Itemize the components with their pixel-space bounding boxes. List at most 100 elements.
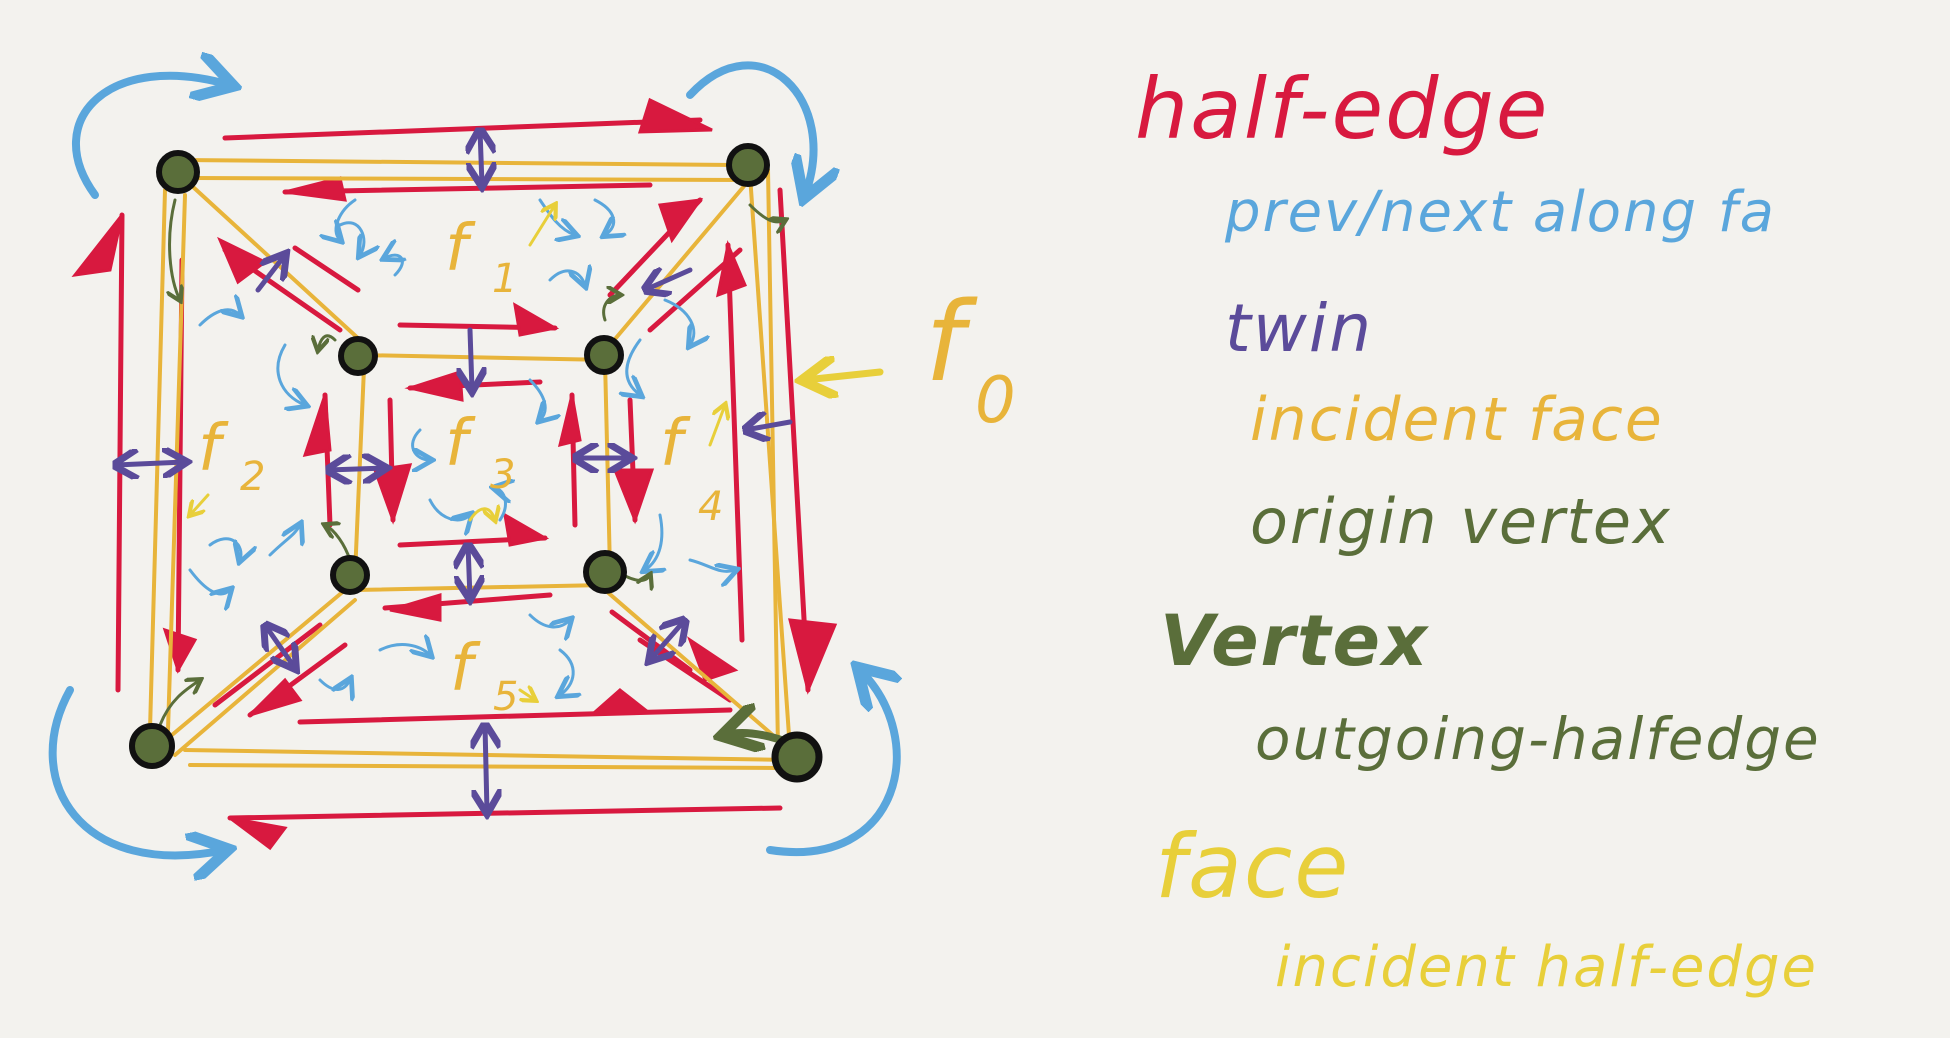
curved-arrow-icon [495,488,505,522]
half-edge-diag-br-1-head [686,636,739,682]
vertex-dot-icon [338,336,378,376]
vertex-dot-icon [330,555,370,595]
face-label-f4: f 4 [660,407,723,530]
half-edge-inner-bottom-1-head [502,512,550,547]
curved-arrow-icon [411,428,430,460]
half-edge-inner-bottom-2-head [389,592,442,622]
prev-next-arrows-outer [48,61,897,856]
half-edge-diag-tl-2 [292,245,361,293]
double-arrow-icon [650,620,685,660]
half-edge-right-outer-head [788,618,838,695]
legend-half-edge-title: half-edge [1135,60,1550,158]
curved-arrow-icon [766,670,897,856]
half-edge-right-inner-head [716,239,747,298]
svg-text:f: f [445,212,476,286]
curved-arrow-icon [378,645,430,655]
svg-text:2: 2 [240,454,265,500]
half-edge-left-outer [115,212,125,693]
curved-arrow-icon [688,558,735,571]
double-arrow-icon [255,255,285,293]
legend-face-title: face [1155,815,1351,918]
curved-arrow-icon [627,338,640,395]
curved-arrow-icon [188,568,230,594]
curved-arrow-icon [428,498,470,520]
legend-vertex-title: Vertex [1160,600,1430,682]
half-edge-diag-tr-1-head [657,198,704,244]
curved-arrow-icon [528,613,570,627]
half-edge-bottom-inner [297,707,733,725]
prev-next-arrows-inner [188,198,735,695]
half-edge-left-outer-head [71,214,124,278]
half-edge-inner-top-2-head [404,369,464,402]
curved-arrow-icon [208,537,241,560]
svg-text:f: f [925,278,978,406]
curved-arrow-icon [198,310,240,327]
half-edge-right-inner [725,242,745,643]
svg-text:f: f [450,632,481,706]
svg-text:f: f [660,407,691,481]
svg-text:f: f [445,407,476,481]
half-edge-inner-right-2-head [612,468,655,525]
half-edge-diag-tr-2 [647,247,743,333]
legend-incident-half-edge: incident half-edge [1275,935,1818,1000]
half-edge-diag-tl-1-head [217,236,268,285]
vertex-dot-icon [156,150,200,194]
curved-arrow-icon [538,198,575,235]
vertex-dot-icon [726,143,770,187]
half-edge-bottom-inner-head [591,688,653,714]
f0-pointer-arrow [805,372,884,380]
curved-arrow-icon [276,343,305,405]
half-edge-bottom-outer [227,805,783,821]
curved-arrow-icon [385,255,402,277]
half-edge-top-outer-head [637,97,713,134]
curved-arrow-icon [560,648,573,695]
legend-outgoing-halfedge: outgoing-halfedge [1255,705,1821,773]
face-label-f0: f 0 [925,278,1016,438]
half-edge-bottom-outer-head [229,816,288,851]
curved-arrow-icon [593,198,614,235]
svg-text:1: 1 [492,256,517,302]
double-arrow-icon [480,130,482,185]
face-pointer-arrows [190,205,725,700]
half-edge-diag-bl-2-head [248,677,303,717]
vertex-dot-icon [583,550,627,594]
legend-origin-vertex: origin vertex [1250,485,1672,558]
curved-arrow-icon [268,525,300,557]
incident-face-edges [148,158,792,770]
double-arrow-icon [265,625,295,668]
double-arrow-icon [645,270,693,290]
double-arrow-icon [745,422,793,430]
svg-text:4: 4 [698,484,723,530]
svg-text:f: f [198,412,229,486]
half-edge-inner-right-1-head [557,394,582,448]
legend-incident-face: incident face [1250,385,1664,455]
curved-arrow-icon [645,513,662,570]
double-arrow-icon [328,468,385,470]
face-label-f1: f 1 [445,212,517,302]
face-label-f5: f 5 [450,632,518,720]
curved-arrow-icon [72,76,230,199]
face-label-f3: f 3 [445,407,515,498]
vertex-dot-icon [771,731,823,783]
svg-text:0: 0 [975,364,1016,438]
face-label-f2: f 2 [198,412,265,500]
curved-arrow-icon [663,298,694,345]
svg-text:3: 3 [490,452,515,498]
vertex-dot-icon [584,335,624,375]
legend-prev-next: prev/next along fa [1225,180,1776,245]
curved-arrow-icon [548,271,585,285]
half-edge-right-outer [777,187,811,693]
half-edge-diag-bl-1 [212,622,323,708]
curved-arrow-icon [528,378,545,420]
curved-arrow-icon [336,198,357,240]
half-edge-inner-left-2-head [372,463,413,525]
svg-text:5: 5 [493,674,518,720]
curved-arrow-icon [686,61,813,195]
half-edge-top-outer [222,117,703,141]
curved-arrow-icon [48,686,225,855]
double-arrow-icon [115,462,185,465]
half-edge-top-inner-head [284,176,347,202]
half-edge-inner-top-1-head [512,302,560,337]
twin-arrows [115,130,793,812]
